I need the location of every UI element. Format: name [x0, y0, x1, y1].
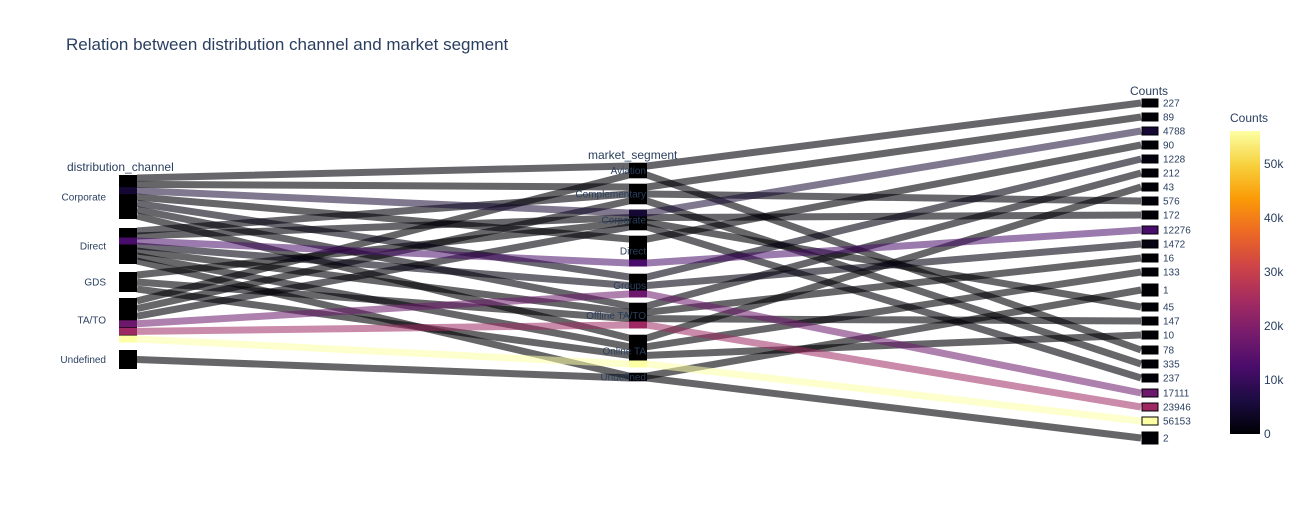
- segment-corporate-corporate: [119, 187, 137, 195]
- dimension-title-market-segment: market_segment: [588, 148, 678, 162]
- bar-distribution-channel-undefined[interactable]: [119, 350, 137, 369]
- segment-direct-direct: [119, 237, 137, 245]
- bar-distribution-channel-gds[interactable]: [119, 272, 137, 292]
- category-label-undefined: Undefined: [60, 355, 106, 366]
- count-bar-1228[interactable]: [1141, 154, 1159, 164]
- count-label: 1: [1163, 286, 1169, 297]
- colorbar-tick-label: 40k: [1264, 211, 1284, 225]
- count-bar-43[interactable]: [1141, 182, 1159, 192]
- count-label: 212: [1163, 169, 1180, 180]
- count-bar-23946[interactable]: [1141, 402, 1159, 412]
- category-bars-layer: [119, 98, 1159, 445]
- count-label: 56153: [1163, 417, 1191, 428]
- count-label: 133: [1163, 268, 1180, 279]
- bar-market-segment-aviation[interactable]: [629, 163, 647, 178]
- count-bar-56153[interactable]: [1141, 416, 1159, 426]
- bar-market-segment-online-ta[interactable]: [629, 335, 647, 367]
- count-label: 78: [1163, 346, 1175, 357]
- count-label: 43: [1163, 183, 1175, 194]
- count-bar-12276[interactable]: [1141, 225, 1159, 235]
- count-label: 12276: [1163, 226, 1191, 237]
- count-bar-147[interactable]: [1141, 316, 1159, 326]
- count-label: 227: [1163, 99, 1180, 110]
- colorbar-ticks: 0 10k 20k 30k 40k 50k: [1264, 157, 1284, 441]
- count-bar-78[interactable]: [1141, 345, 1159, 355]
- count-bar-16[interactable]: [1141, 253, 1159, 263]
- count-label: 1228: [1163, 155, 1186, 166]
- dimension-title-distribution-channel: distribution_channel: [67, 160, 174, 174]
- labels-layer: 2278947889012282124357617212276147216133…: [60, 84, 1191, 445]
- segment-ta-to-online-ta: [119, 335, 137, 343]
- category-label-ta-to: TA/TO: [77, 316, 106, 327]
- category-label-direct: Direct: [80, 242, 106, 253]
- count-label: 10: [1163, 331, 1175, 342]
- segment-ta-to-offline-ta-to: [119, 327, 137, 335]
- count-bar-335[interactable]: [1141, 359, 1159, 369]
- category-label-corporate: Corporate: [62, 193, 107, 204]
- count-label: 2: [1163, 434, 1169, 445]
- category-label-ms-complementary: Complementary: [575, 190, 646, 201]
- bar-distribution-channel-ta-to[interactable]: [119, 298, 137, 342]
- count-bar-133[interactable]: [1141, 267, 1159, 277]
- count-bar-237[interactable]: [1141, 373, 1159, 383]
- count-label: 335: [1163, 360, 1180, 371]
- count-bar-172[interactable]: [1141, 210, 1159, 220]
- count-bar-4788[interactable]: [1141, 126, 1159, 136]
- colorbar-tick-label: 10k: [1264, 373, 1284, 387]
- count-bar-90[interactable]: [1141, 140, 1159, 150]
- category-label-ms-groups: Groups: [613, 281, 646, 292]
- count-label: 172: [1163, 211, 1180, 222]
- bar-market-segment-direct[interactable]: [629, 236, 647, 266]
- chart-title: Relation between distribution channel an…: [66, 35, 509, 54]
- count-bar-576[interactable]: [1141, 196, 1159, 206]
- count-label: 89: [1163, 113, 1175, 124]
- category-label-ms-direct: Direct: [620, 247, 646, 258]
- count-bar-10[interactable]: [1141, 330, 1159, 340]
- colorbar-tick-label: 50k: [1264, 157, 1284, 171]
- segment-ms-corporate-corporate: [629, 209, 647, 217]
- category-label-ms-corporate: Corporate: [602, 216, 647, 227]
- segment-ms-offline-ta-to-ta-to: [629, 321, 647, 329]
- count-bar-17111[interactable]: [1141, 388, 1159, 398]
- segment-ms-direct-direct: [629, 259, 647, 267]
- count-label: 1472: [1163, 240, 1186, 251]
- segment-ms-groups-ta-to: [629, 290, 647, 298]
- colorbar-tick-label: 20k: [1264, 319, 1284, 333]
- count-bar-1472[interactable]: [1141, 239, 1159, 249]
- ribbon-undefined-to-undefined[interactable]: [136, 356, 1142, 442]
- category-label-ms-online-ta: Online TA: [602, 347, 646, 358]
- bar-market-segment-undefined[interactable]: [629, 373, 647, 381]
- count-label: 576: [1163, 197, 1180, 208]
- dimension-title-counts: Counts: [1130, 84, 1168, 98]
- bar-distribution-channel-direct[interactable]: [119, 228, 137, 264]
- count-label: 23946: [1163, 403, 1191, 414]
- bar-distribution-channel-corporate[interactable]: [119, 175, 137, 219]
- colorbar: Counts 0 10k 20k 30k 40k 50k: [1230, 111, 1284, 441]
- count-label: 147: [1163, 317, 1180, 328]
- colorbar-gradient: [1230, 131, 1260, 434]
- count-label: 16: [1163, 254, 1175, 265]
- count-label: 237: [1163, 374, 1180, 385]
- count-bar-227[interactable]: [1141, 98, 1159, 108]
- colorbar-tick-label: 30k: [1264, 265, 1284, 279]
- bar-market-segment-complementary[interactable]: [629, 184, 647, 204]
- count-label: 17111: [1163, 389, 1190, 400]
- colorbar-title: Counts: [1230, 111, 1268, 125]
- count-bar-2[interactable]: [1141, 431, 1159, 445]
- segment-ta-to-groups: [119, 320, 137, 328]
- count-bar-1[interactable]: [1141, 283, 1159, 297]
- category-label-ms-aviation: Aviation: [611, 166, 646, 177]
- segment-ms-online-ta-ta-to: [629, 360, 647, 368]
- count-bar-212[interactable]: [1141, 168, 1159, 178]
- category-label-ms-offline-ta-to: Offline TA/TO: [586, 311, 646, 322]
- category-label-ms-undefined: Undefined: [600, 373, 646, 384]
- count-label: 45: [1163, 303, 1175, 314]
- category-label-gds: GDS: [84, 278, 106, 289]
- count-bar-89[interactable]: [1141, 112, 1159, 122]
- count-label: 90: [1163, 141, 1175, 152]
- count-label: 4788: [1163, 127, 1186, 138]
- colorbar-tick-label: 0: [1264, 427, 1271, 441]
- count-bar-45[interactable]: [1141, 302, 1159, 312]
